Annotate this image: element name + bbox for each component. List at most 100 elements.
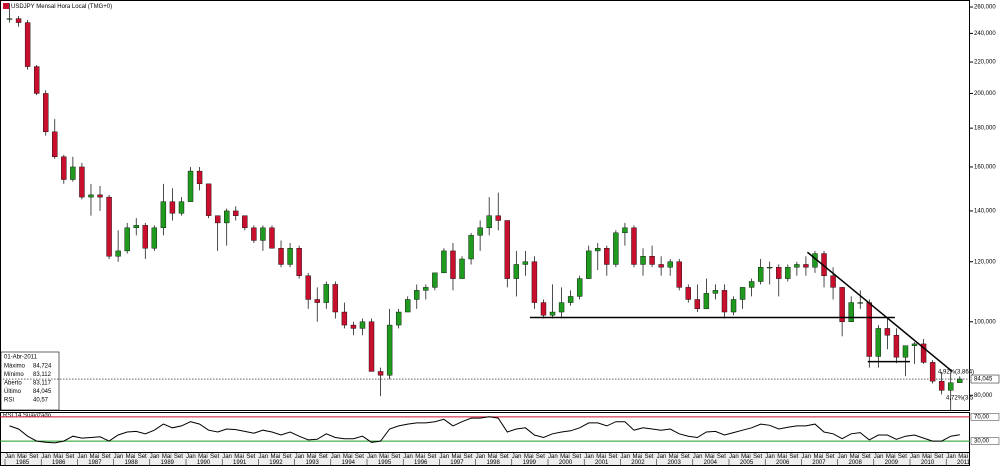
candle-body — [233, 210, 239, 216]
month-label: Jan — [295, 454, 305, 460]
candle-body — [586, 250, 592, 279]
month-label: Mai — [886, 454, 896, 460]
month-label: Jan — [222, 454, 232, 460]
candle-body — [15, 18, 22, 23]
month-label: Set — [536, 454, 545, 460]
year-label: 1992 — [269, 460, 283, 466]
candle-body — [79, 166, 85, 198]
month-label: Jan — [874, 454, 884, 460]
info-date: 01-Abr-2011 — [4, 355, 38, 361]
year-label: 1993 — [305, 460, 319, 466]
month-label: Mai — [198, 454, 208, 460]
year-label: 1996 — [414, 460, 428, 466]
month-label: Set — [717, 454, 726, 460]
month-label: Mai — [524, 454, 534, 460]
year-label: 2005 — [740, 460, 754, 466]
year-label: 1990 — [197, 460, 211, 466]
candle-body — [214, 215, 221, 224]
candle-body — [920, 343, 927, 363]
month-label: Mai — [777, 454, 787, 460]
candle-body — [929, 362, 936, 382]
month-label: Set — [29, 454, 38, 460]
candle-body — [776, 267, 782, 279]
candle-body — [558, 302, 565, 313]
year-label: 1988 — [124, 460, 138, 466]
y-tick-label: 260,000 — [974, 5, 996, 11]
candle-body — [477, 227, 483, 236]
candle-body — [604, 248, 610, 265]
candle-body — [459, 258, 465, 279]
month-label: Mai — [307, 454, 317, 460]
candle-body — [486, 215, 492, 229]
candle-body — [43, 93, 49, 133]
candle-body — [938, 380, 945, 391]
info-value: 84,724 — [33, 364, 52, 370]
month-label: Set — [862, 454, 871, 460]
candle-body — [576, 278, 583, 297]
candle-body — [739, 287, 746, 300]
candle-body — [178, 201, 185, 214]
candle-body — [595, 248, 601, 252]
candle-body — [866, 302, 872, 357]
rsi-tick-label: 70,00 — [974, 414, 990, 420]
symbol-icon — [3, 3, 9, 9]
info-value: 84,045 — [33, 389, 52, 395]
candle-body — [658, 264, 664, 268]
candle-body — [767, 267, 773, 269]
annotation: 4,72%(3,5 — [946, 396, 974, 402]
month-label: Set — [102, 454, 111, 460]
candle-body — [296, 248, 302, 276]
month-label: Jan — [41, 454, 51, 460]
month-label: Jan — [114, 454, 124, 460]
rsi-line — [9, 416, 960, 444]
candle-body — [70, 166, 76, 180]
month-label: Set — [319, 454, 328, 460]
candle-body — [730, 299, 737, 313]
info-label: Aberto — [4, 381, 22, 387]
y-tick-label: 200,000 — [974, 91, 996, 97]
candle-body — [260, 227, 266, 241]
candle-body — [88, 194, 94, 198]
candle-body — [902, 345, 909, 358]
year-label: 1998 — [486, 460, 500, 466]
candle-body — [142, 225, 148, 249]
candle-body — [251, 227, 257, 241]
y-tick-label: 160,000 — [974, 165, 996, 171]
chart-title: USDJPY Mensal Hora Local (TMG+0) — [11, 4, 112, 10]
candle-body — [414, 290, 420, 300]
month-label: Jan — [657, 454, 667, 460]
candle-body — [160, 201, 167, 229]
month-label: Jan — [439, 454, 449, 460]
year-label: 2002 — [631, 460, 645, 466]
candle-body — [540, 302, 547, 316]
month-label: Set — [283, 454, 292, 460]
candle-body — [115, 250, 121, 257]
info-label: Mínimo — [4, 372, 24, 378]
month-label: Set — [753, 454, 762, 460]
candle-body — [857, 302, 863, 304]
month-label: Mai — [560, 454, 570, 460]
candle-body — [124, 227, 130, 252]
y-tick-label: 240,000 — [974, 31, 996, 37]
month-label: Jan — [403, 454, 413, 460]
month-label: Set — [464, 454, 473, 460]
year-label: 1999 — [523, 460, 537, 466]
candle-body — [649, 256, 655, 265]
month-label: Set — [246, 454, 255, 460]
month-label: Set — [391, 454, 400, 460]
candle-body — [957, 378, 963, 383]
month-label: Mai — [379, 454, 389, 460]
month-label: Jan — [693, 454, 703, 460]
year-label: 2004 — [704, 460, 718, 466]
month-label: Set — [174, 454, 183, 460]
year-label: 2009 — [885, 460, 899, 466]
year-label: 1989 — [161, 460, 175, 466]
month-label: Mai — [922, 454, 932, 460]
month-label: Mai — [850, 454, 860, 460]
month-label: Set — [427, 454, 436, 460]
y-tick-label: 220,000 — [974, 60, 996, 66]
month-label: Set — [681, 454, 690, 460]
month-label: Jan — [838, 454, 848, 460]
rsi-level-box — [970, 437, 1000, 445]
candle-body — [368, 321, 375, 372]
